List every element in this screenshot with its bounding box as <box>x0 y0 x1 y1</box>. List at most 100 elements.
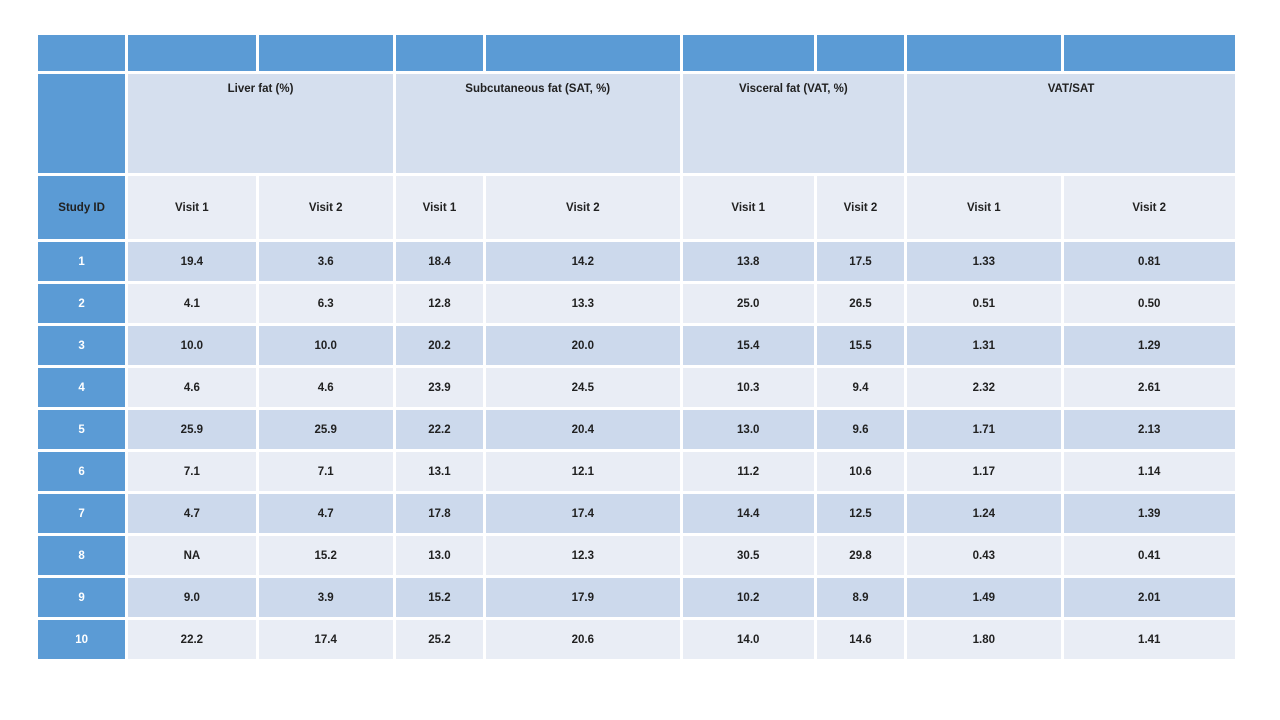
data-cell: 14.6 <box>816 620 905 659</box>
data-cell: 17.4 <box>486 494 680 533</box>
visit-header-cell: Visit 1 <box>682 176 814 239</box>
data-cell: 1.31 <box>907 326 1061 365</box>
data-cell: 20.0 <box>486 326 680 365</box>
visit-header-cell: Visit 1 <box>395 176 484 239</box>
study-id-cell: 3 <box>38 326 126 365</box>
data-cell: 22.2 <box>128 620 256 659</box>
table-row: 10 22.2 17.4 25.2 20.6 14.0 14.6 1.80 1.41 <box>38 620 1235 659</box>
top-row-cell <box>258 35 393 71</box>
data-cell: 13.8 <box>682 242 814 281</box>
data-cell: 12.5 <box>816 494 905 533</box>
study-id-cell: 4 <box>38 368 126 407</box>
top-row-cell <box>486 35 680 71</box>
data-cell: 20.6 <box>486 620 680 659</box>
data-cell: 1.41 <box>1063 620 1235 659</box>
data-cell: 3.9 <box>258 578 393 617</box>
top-row-cell <box>816 35 905 71</box>
study-id-cell: 5 <box>38 410 126 449</box>
data-cell: 11.2 <box>682 452 814 491</box>
data-cell: 15.2 <box>258 536 393 575</box>
top-row-cell <box>682 35 814 71</box>
data-cell: 0.81 <box>1063 242 1235 281</box>
data-cell: 12.8 <box>395 284 484 323</box>
table-row: 4 4.6 4.6 23.9 24.5 10.3 9.4 2.32 2.61 <box>38 368 1235 407</box>
data-cell: 10.0 <box>258 326 393 365</box>
data-cell: 10.6 <box>816 452 905 491</box>
data-cell: 2.01 <box>1063 578 1235 617</box>
data-cell: 4.7 <box>258 494 393 533</box>
data-cell: 2.13 <box>1063 410 1235 449</box>
data-cell: 7.1 <box>128 452 256 491</box>
group-header-subcutaneous-fat: Subcutaneous fat (SAT, %) <box>395 74 680 173</box>
data-cell: 19.4 <box>128 242 256 281</box>
data-cell: 15.2 <box>395 578 484 617</box>
group-header-row: Liver fat (%) Subcutaneous fat (SAT, %) … <box>38 74 1235 173</box>
data-cell: 10.3 <box>682 368 814 407</box>
data-cell: 1.49 <box>907 578 1061 617</box>
data-cell: 6.3 <box>258 284 393 323</box>
visit-header-cell: Visit 1 <box>128 176 256 239</box>
group-header-visceral-fat: Visceral fat (VAT, %) <box>682 74 905 173</box>
top-row-cell <box>38 35 126 71</box>
data-cell: 15.4 <box>682 326 814 365</box>
data-cell: 14.2 <box>486 242 680 281</box>
data-cell: 15.5 <box>816 326 905 365</box>
visit-header-cell: Visit 2 <box>816 176 905 239</box>
data-cell: 1.29 <box>1063 326 1235 365</box>
data-cell: 1.24 <box>907 494 1061 533</box>
table-row: 9 9.0 3.9 15.2 17.9 10.2 8.9 1.49 2.01 <box>38 578 1235 617</box>
data-cell: 20.4 <box>486 410 680 449</box>
data-cell: 17.9 <box>486 578 680 617</box>
table-row: 7 4.7 4.7 17.8 17.4 14.4 12.5 1.24 1.39 <box>38 494 1235 533</box>
fat-measurements-table: Liver fat (%) Subcutaneous fat (SAT, %) … <box>35 32 1238 662</box>
data-cell: 13.0 <box>395 536 484 575</box>
table-top-row <box>38 35 1235 71</box>
study-id-cell: 7 <box>38 494 126 533</box>
data-cell: 13.3 <box>486 284 680 323</box>
study-id-cell: 6 <box>38 452 126 491</box>
visit-header-row: Study ID Visit 1 Visit 2 Visit 1 Visit 2 Vis… <box>38 176 1235 239</box>
study-id-cell: 2 <box>38 284 126 323</box>
data-cell: 12.1 <box>486 452 680 491</box>
study-id-cell: 8 <box>38 536 126 575</box>
table-body: 1 19.4 3.6 18.4 14.2 13.8 17.5 1.33 0.81 2 4.1 6.3 1… <box>38 242 1235 659</box>
data-cell: 9.4 <box>816 368 905 407</box>
top-row-cell <box>128 35 256 71</box>
data-cell: 7.1 <box>258 452 393 491</box>
data-cell: 4.6 <box>128 368 256 407</box>
data-cell: 13.1 <box>395 452 484 491</box>
data-cell: 23.9 <box>395 368 484 407</box>
data-cell: 2.32 <box>907 368 1061 407</box>
data-cell: 17.4 <box>258 620 393 659</box>
data-cell: 1.71 <box>907 410 1061 449</box>
visit-header-cell: Visit 2 <box>258 176 393 239</box>
data-cell: 20.2 <box>395 326 484 365</box>
data-cell: 25.9 <box>128 410 256 449</box>
data-cell: 14.0 <box>682 620 814 659</box>
table-row: 5 25.9 25.9 22.2 20.4 13.0 9.6 1.71 2.13 <box>38 410 1235 449</box>
data-cell: 25.2 <box>395 620 484 659</box>
data-cell: 25.0 <box>682 284 814 323</box>
data-cell: 2.61 <box>1063 368 1235 407</box>
data-cell: 18.4 <box>395 242 484 281</box>
corner-cell <box>38 74 126 173</box>
table-row: 2 4.1 6.3 12.8 13.3 25.0 26.5 0.51 0.50 <box>38 284 1235 323</box>
group-header-vat-sat-ratio: VAT/SAT <box>907 74 1235 173</box>
table-row: 3 10.0 10.0 20.2 20.0 15.4 15.5 1.31 1.29 <box>38 326 1235 365</box>
study-id-cell: 1 <box>38 242 126 281</box>
data-cell: 9.0 <box>128 578 256 617</box>
data-cell: 17.5 <box>816 242 905 281</box>
data-cell: 10.0 <box>128 326 256 365</box>
data-cell: 4.1 <box>128 284 256 323</box>
data-cell: 14.4 <box>682 494 814 533</box>
data-cell: 1.14 <box>1063 452 1235 491</box>
data-cell: 10.2 <box>682 578 814 617</box>
data-cell: 17.8 <box>395 494 484 533</box>
data-cell: 29.8 <box>816 536 905 575</box>
top-row-cell <box>395 35 484 71</box>
visit-header-cell: Visit 2 <box>1063 176 1235 239</box>
study-id-header: Study ID <box>38 176 126 239</box>
data-cell: 3.6 <box>258 242 393 281</box>
data-cell: 4.7 <box>128 494 256 533</box>
data-cell: 1.33 <box>907 242 1061 281</box>
